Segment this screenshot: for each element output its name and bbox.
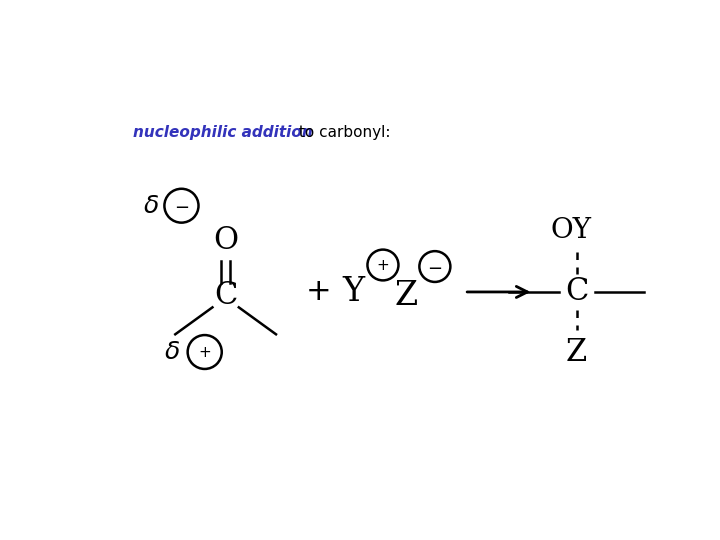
Text: $\delta$: $\delta$	[163, 340, 180, 364]
Text: Z: Z	[566, 336, 588, 368]
Text: $\delta$: $\delta$	[143, 194, 159, 218]
Text: +: +	[306, 278, 331, 306]
Text: C: C	[565, 276, 588, 307]
Text: nucleophilic addition: nucleophilic addition	[132, 125, 312, 140]
Text: OY: OY	[550, 217, 591, 244]
Text: $+$: $+$	[198, 345, 211, 360]
Text: C: C	[214, 280, 238, 311]
Text: O: O	[213, 225, 238, 256]
Text: to carbonyl:: to carbonyl:	[294, 125, 390, 140]
Text: $-$: $-$	[174, 197, 189, 215]
Text: Z: Z	[395, 280, 418, 312]
Text: Y: Y	[343, 276, 364, 308]
Text: $-$: $-$	[427, 258, 443, 275]
Text: +: +	[377, 258, 390, 273]
